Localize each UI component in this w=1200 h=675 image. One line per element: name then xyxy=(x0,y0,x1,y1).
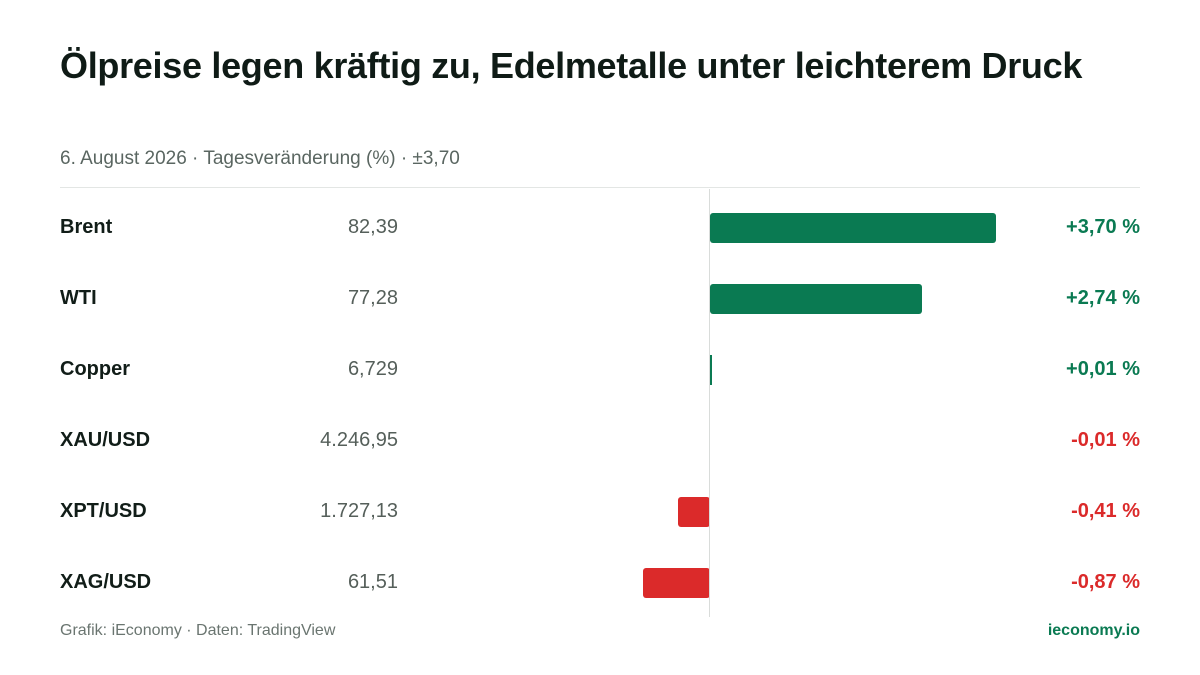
instrument-name: XAU/USD xyxy=(60,429,151,451)
table-row: Brent 82,39 +3,70 % xyxy=(60,192,1140,263)
chart-subtitle: 6. August 2026 · Tagesveränderung (%) · … xyxy=(60,148,460,169)
instrument-name: XAG/USD xyxy=(60,571,152,593)
change-bar xyxy=(710,284,922,314)
instrument-name: Brent xyxy=(60,216,113,238)
table-row: XPT/USD 1.727,13 -0,41 % xyxy=(60,476,1140,547)
change-bar xyxy=(710,213,996,243)
instrument-name: XPT/USD xyxy=(60,500,147,522)
instrument-price: 6,729 xyxy=(347,358,398,380)
change-label: +0,01 % xyxy=(1066,358,1140,380)
instrument-price: 1.727,13 xyxy=(320,500,398,522)
change-bar xyxy=(642,568,710,598)
change-bar xyxy=(710,355,712,385)
table-row: Copper 6,729 +0,01 % xyxy=(60,334,1140,405)
table-row: XAU/USD 4.246,95 -0,01 % xyxy=(60,405,1140,476)
table-row: WTI 77,28 +2,74 % xyxy=(60,263,1140,334)
table-row: XAG/USD 61,51 -0,87 % xyxy=(60,547,1140,618)
instrument-name: Copper xyxy=(60,358,130,380)
source-note: Grafik: iEconomy · Daten: TradingView xyxy=(60,622,336,639)
instrument-price: 4.246,95 xyxy=(320,429,398,451)
zero-axis-line xyxy=(709,189,710,617)
change-label: +3,70 % xyxy=(1066,216,1140,238)
instrument-price: 82,39 xyxy=(347,216,398,238)
change-bar xyxy=(678,497,710,527)
change-label: -0,41 % xyxy=(1071,500,1140,522)
header-divider xyxy=(60,187,1140,188)
instrument-price: 77,28 xyxy=(347,287,398,309)
brand-link[interactable]: ieconomy.io xyxy=(1047,622,1140,639)
instrument-name: WTI xyxy=(60,287,97,309)
change-label: -0,01 % xyxy=(1071,429,1140,451)
change-label: -0,87 % xyxy=(1071,571,1140,593)
instrument-price: 61,51 xyxy=(347,571,398,593)
change-label: +2,74 % xyxy=(1066,287,1140,309)
chart-title: Ölpreise legen kräftig zu, Edelmetalle u… xyxy=(60,45,1083,86)
